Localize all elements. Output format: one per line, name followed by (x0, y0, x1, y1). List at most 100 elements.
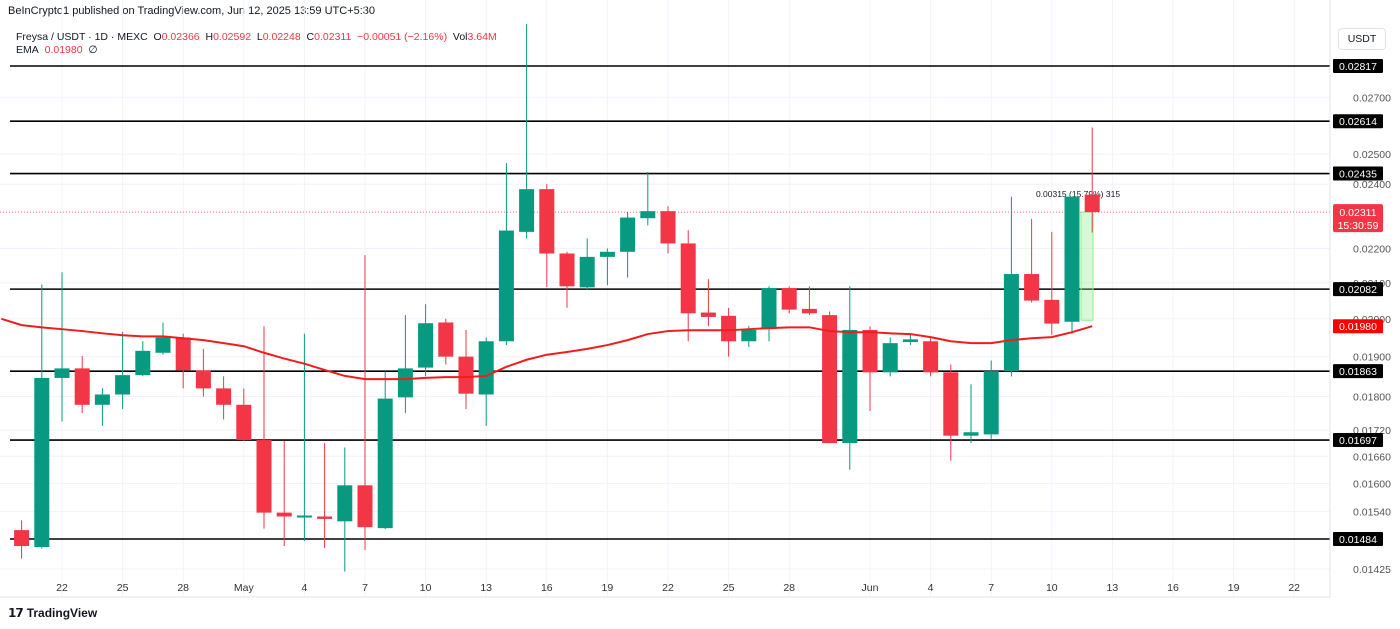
level-price-label: 0.02082 (1339, 284, 1377, 296)
ema-value: 0.01980 (44, 44, 83, 56)
date-tick-label: 4 (301, 582, 307, 594)
date-tick-label: 10 (1046, 582, 1058, 594)
brand-name: TradingView (26, 606, 98, 620)
date-tick-label: 22 (56, 582, 68, 594)
last-price-label: 0.02311 (1339, 207, 1376, 219)
bearish-candle-body (438, 322, 454, 357)
price-tick-label: 0.02400 (1353, 179, 1391, 191)
date-tick-label: 13 (1107, 582, 1119, 594)
high-label: H (205, 31, 214, 43)
measure-label: 0.00315 (15.79%) 315 (1036, 189, 1120, 199)
level-price-label: 0.02614 (1339, 116, 1377, 128)
bearish-candle-body (14, 530, 30, 547)
price-tick-label: 0.02500 (1353, 149, 1391, 161)
bullish-candle-body (94, 394, 110, 405)
date-tick-label: May (234, 582, 255, 594)
price-axis: 0.027000.025000.024000.022000.021000.020… (1333, 59, 1391, 576)
currency-unit-button[interactable]: USDT (1338, 28, 1386, 50)
level-price-label: 0.02435 (1339, 169, 1377, 181)
date-tick-label: 25 (117, 582, 129, 594)
bullish-candle-body (640, 211, 656, 219)
level-price-badge (1333, 166, 1383, 181)
bearish-candle-body (216, 388, 232, 405)
price-tick-label: 0.01900 (1353, 352, 1391, 364)
price-tick-label: 0.02700 (1353, 92, 1391, 104)
bearish-candle-body (1044, 299, 1060, 324)
bullish-candle-body (54, 368, 70, 378)
measure-range-box (1080, 211, 1094, 321)
level-price-badge (1333, 532, 1383, 547)
date-tick-label: 19 (602, 582, 614, 594)
bearish-candle-body (1084, 194, 1100, 213)
ohlc-legend: Freysa / USDT · 1D · MEXC O0.02366 H0.02… (16, 30, 497, 44)
level-price-badge (1333, 59, 1383, 73)
bearish-candle-body (801, 308, 817, 314)
bearish-candle-body (357, 485, 373, 528)
low-value: 0.02248 (262, 31, 301, 43)
ema-polyline (1, 317, 1093, 381)
bullish-candle-body (983, 371, 999, 435)
date-tick-label: Jun (862, 582, 879, 594)
bullish-candle-body (135, 350, 151, 376)
level-price-label: 0.01863 (1339, 366, 1377, 378)
bearish-candle-body (700, 312, 716, 317)
bullish-candle-body (34, 377, 50, 548)
bearish-candle-body (923, 341, 939, 373)
bearish-candle-body (458, 356, 474, 394)
date-tick-label: 16 (1167, 582, 1179, 594)
date-tick-label: 28 (783, 582, 795, 594)
bullish-candle-body (337, 485, 353, 522)
bullish-candle-body (902, 339, 918, 343)
bullish-candle-body (579, 256, 595, 288)
bullish-candle-body (377, 398, 393, 529)
bullish-candle-body (397, 368, 413, 398)
tradingview-footer[interactable]: 𝟭𝟳 TradingView (8, 606, 97, 620)
level-price-label: 0.01484 (1339, 534, 1377, 546)
bullish-candle-body (842, 329, 858, 444)
price-tick-label: 0.01600 (1353, 478, 1391, 490)
close-label: C (306, 31, 315, 43)
symbol-label: Freysa / USDT · 1D · MEXC (16, 31, 148, 43)
bearish-candle-body (195, 370, 211, 389)
date-tick-label: 7 (988, 582, 994, 594)
published-note: BeInCrypto1 published on TradingView.com… (8, 5, 376, 17)
bullish-candle-body (882, 343, 898, 373)
price-tick-label: 0.01800 (1353, 392, 1391, 404)
ema-legend[interactable]: EMA 0.01980 ∅ (16, 44, 98, 56)
bullish-candle-body (761, 288, 777, 330)
bearish-candle-body (1024, 274, 1040, 301)
bullish-candle-body (498, 230, 514, 342)
bullish-candle-body (1064, 196, 1080, 322)
bearish-candle-body (539, 189, 555, 254)
bullish-candle-body (963, 432, 979, 436)
price-tick-label: 0.01540 (1353, 507, 1391, 519)
close-value: 0.02311 (314, 31, 352, 43)
bearish-candle-body (943, 372, 959, 436)
volume-value: 3.64M (467, 31, 497, 43)
bullish-candle-body (620, 217, 636, 252)
price-tick-label: 0.01425 (1353, 564, 1391, 576)
ema-price-badge (1333, 319, 1383, 334)
date-tick-label: 28 (177, 582, 189, 594)
open-label: O (153, 31, 162, 43)
date-tick-label: 19 (1228, 582, 1240, 594)
price-tick-label: 0.02200 (1353, 243, 1391, 255)
last-price-badge (1333, 204, 1383, 233)
level-price-badge (1333, 114, 1383, 129)
price-tick-label: 0.01660 (1353, 451, 1391, 463)
change-value: −0.00051 (−2.16%) (357, 31, 448, 43)
bullish-candle-body (115, 375, 131, 395)
ema-label: EMA (16, 44, 39, 56)
bullish-candle-body (478, 341, 494, 395)
bullish-candle-body (1003, 274, 1019, 372)
bullish-candle-body (741, 329, 757, 342)
bullish-candle-body (519, 189, 535, 232)
bearish-candle-body (721, 315, 737, 342)
ema-line (1, 317, 1093, 381)
date-tick-label: 22 (1288, 582, 1300, 594)
bullish-candle-body (418, 323, 434, 368)
ema-price-label: 0.01980 (1339, 321, 1377, 333)
bearish-candle-body (74, 368, 90, 405)
bullish-candle-body (296, 515, 312, 518)
